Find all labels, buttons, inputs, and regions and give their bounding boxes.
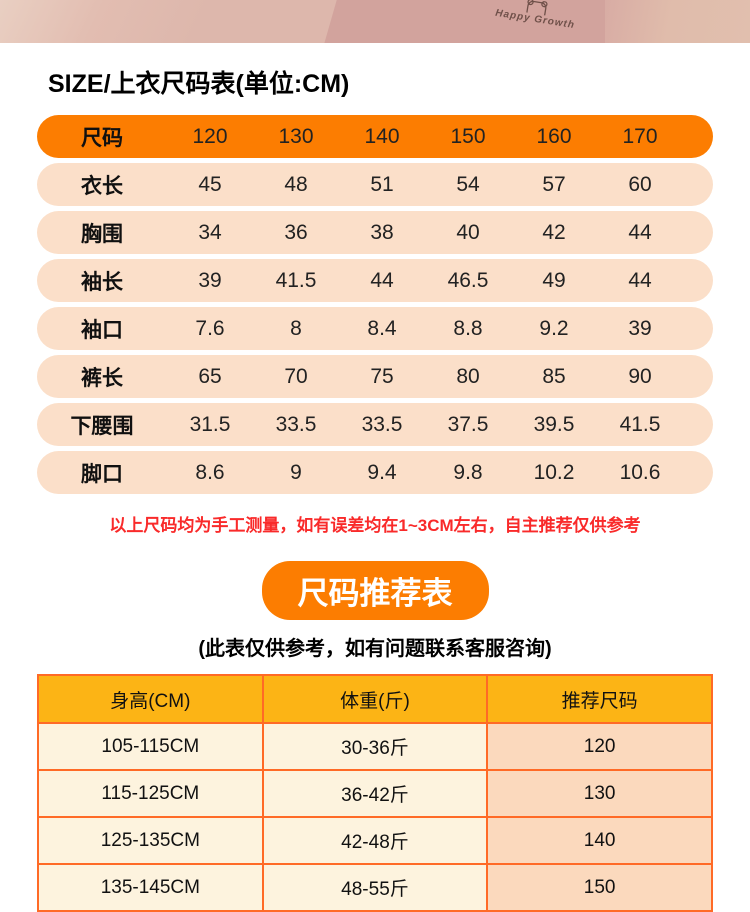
fabric-right bbox=[605, 0, 750, 43]
cell-value: 44 bbox=[628, 220, 652, 244]
cell-value: 54 bbox=[456, 172, 480, 196]
cell-value: 70 bbox=[284, 364, 308, 388]
column-header-height: 身高(CM) bbox=[37, 674, 264, 724]
cell-value: 44 bbox=[370, 268, 394, 292]
fabric-panel bbox=[319, 0, 631, 43]
cell-value: 39 bbox=[198, 268, 222, 292]
weight-cell: 36-42斤 bbox=[261, 769, 489, 818]
row-label: 下腰围 bbox=[70, 414, 134, 438]
product-photo-strip: Happy Growth bbox=[0, 0, 750, 43]
cell-value: 44 bbox=[628, 268, 652, 292]
table-row: 105-115CM 30-36斤 120 bbox=[37, 722, 713, 771]
row-label: 裤长 bbox=[81, 366, 123, 390]
table-row: 胸围 34 36 38 40 42 44 bbox=[37, 211, 713, 254]
height-cell: 105-115CM bbox=[37, 722, 264, 771]
cell-value: 9 bbox=[290, 460, 302, 484]
cell-value: 80 bbox=[456, 364, 480, 388]
cell-value: 34 bbox=[198, 220, 222, 244]
cell-value: 8.6 bbox=[195, 460, 225, 484]
height-cell: 135-145CM bbox=[37, 863, 264, 912]
cell-value: 85 bbox=[542, 364, 566, 388]
size-table-header-row: 尺码 120 130 140 150 160 170 bbox=[37, 115, 713, 158]
table-row: 125-135CM 42-48斤 140 bbox=[37, 816, 713, 865]
row-label: 袖口 bbox=[81, 318, 123, 342]
row-label: 胸围 bbox=[81, 222, 123, 246]
recommend-table: 身高(CM) 体重(斤) 推荐尺码 105-115CM 30-36斤 120 1… bbox=[37, 674, 713, 912]
row-label: 衣长 bbox=[81, 174, 123, 198]
cell-value: 42 bbox=[542, 220, 566, 244]
height-cell: 115-125CM bbox=[37, 769, 264, 818]
table-row: 135-145CM 48-55斤 150 bbox=[37, 863, 713, 912]
measurement-note: 以上尺码均为手工测量，如有误差均在1~3CM左右，自主推荐仅供参考 bbox=[109, 516, 641, 535]
cell-value: 41.5 bbox=[619, 412, 661, 436]
size-table-title: SIZE/上衣尺码表(单位:CM) bbox=[48, 70, 350, 98]
table-row: 115-125CM 36-42斤 130 bbox=[37, 769, 713, 818]
column-header-size: 推荐尺码 bbox=[486, 674, 713, 724]
size-column: 150 bbox=[450, 124, 486, 148]
cell-value: 48 bbox=[284, 172, 308, 196]
recommend-table-badge: 尺码推荐表 bbox=[261, 561, 489, 620]
cell-value: 40 bbox=[456, 220, 480, 244]
header-label: 尺码 bbox=[81, 126, 123, 150]
cell-value: 36 bbox=[284, 220, 308, 244]
brand-logo: Happy Growth bbox=[495, 0, 578, 31]
table-row: 脚口 8.6 9 9.4 9.8 10.2 10.6 bbox=[37, 451, 713, 494]
size-table: 尺码 120 130 140 150 160 170 衣长 45 48 51 5… bbox=[37, 115, 713, 494]
table-row: 下腰围 31.5 33.5 33.5 37.5 39.5 41.5 bbox=[37, 403, 713, 446]
cell-value: 37.5 bbox=[447, 412, 489, 436]
size-column: 140 bbox=[364, 124, 400, 148]
cell-value: 9.2 bbox=[539, 316, 569, 340]
cell-value: 90 bbox=[628, 364, 652, 388]
size-cell: 140 bbox=[486, 816, 713, 865]
height-cell: 125-135CM bbox=[37, 816, 264, 865]
cell-value: 10.2 bbox=[533, 460, 575, 484]
row-label: 袖长 bbox=[81, 270, 123, 294]
table-row: 衣长 45 48 51 54 57 60 bbox=[37, 163, 713, 206]
fabric-highlight bbox=[0, 0, 330, 43]
size-column: 170 bbox=[622, 124, 658, 148]
cell-value: 49 bbox=[542, 268, 566, 292]
cell-value: 33.5 bbox=[361, 412, 403, 436]
cell-value: 51 bbox=[370, 172, 394, 196]
size-column: 130 bbox=[278, 124, 314, 148]
cell-value: 10.6 bbox=[619, 460, 661, 484]
table-row: 裤长 65 70 75 80 85 90 bbox=[37, 355, 713, 398]
table-row: 袖口 7.6 8 8.4 8.8 9.2 39 bbox=[37, 307, 713, 350]
table-row: 袖长 39 41.5 44 46.5 49 44 bbox=[37, 259, 713, 302]
weight-cell: 42-48斤 bbox=[261, 816, 489, 865]
cell-value: 8.8 bbox=[453, 316, 483, 340]
size-column: 160 bbox=[536, 124, 572, 148]
cell-value: 45 bbox=[198, 172, 222, 196]
weight-cell: 30-36斤 bbox=[261, 722, 489, 771]
cell-value: 39 bbox=[628, 316, 652, 340]
cell-value: 38 bbox=[370, 220, 394, 244]
cell-value: 33.5 bbox=[275, 412, 317, 436]
size-cell: 130 bbox=[486, 769, 713, 818]
cell-value: 57 bbox=[542, 172, 566, 196]
cell-value: 65 bbox=[198, 364, 222, 388]
size-cell: 120 bbox=[486, 722, 713, 771]
bear-logo-icon bbox=[526, 0, 548, 17]
recommend-header-row: 身高(CM) 体重(斤) 推荐尺码 bbox=[37, 674, 713, 724]
row-label: 脚口 bbox=[81, 462, 123, 486]
cell-value: 8.4 bbox=[367, 316, 397, 340]
weight-cell: 48-55斤 bbox=[261, 863, 489, 912]
cell-value: 8 bbox=[290, 316, 302, 340]
cell-value: 9.8 bbox=[453, 460, 483, 484]
cell-value: 9.4 bbox=[367, 460, 397, 484]
size-cell: 150 bbox=[486, 863, 713, 912]
cell-value: 39.5 bbox=[533, 412, 575, 436]
cell-value: 31.5 bbox=[189, 412, 231, 436]
size-column: 120 bbox=[192, 124, 228, 148]
cell-value: 60 bbox=[628, 172, 652, 196]
recommend-table-subtitle: (此表仅供参考，如有问题联系客服咨询) bbox=[198, 638, 552, 660]
cell-value: 41.5 bbox=[275, 268, 317, 292]
cell-value: 7.6 bbox=[195, 316, 225, 340]
cell-value: 75 bbox=[370, 364, 394, 388]
column-header-weight: 体重(斤) bbox=[261, 674, 489, 724]
cell-value: 46.5 bbox=[447, 268, 489, 292]
